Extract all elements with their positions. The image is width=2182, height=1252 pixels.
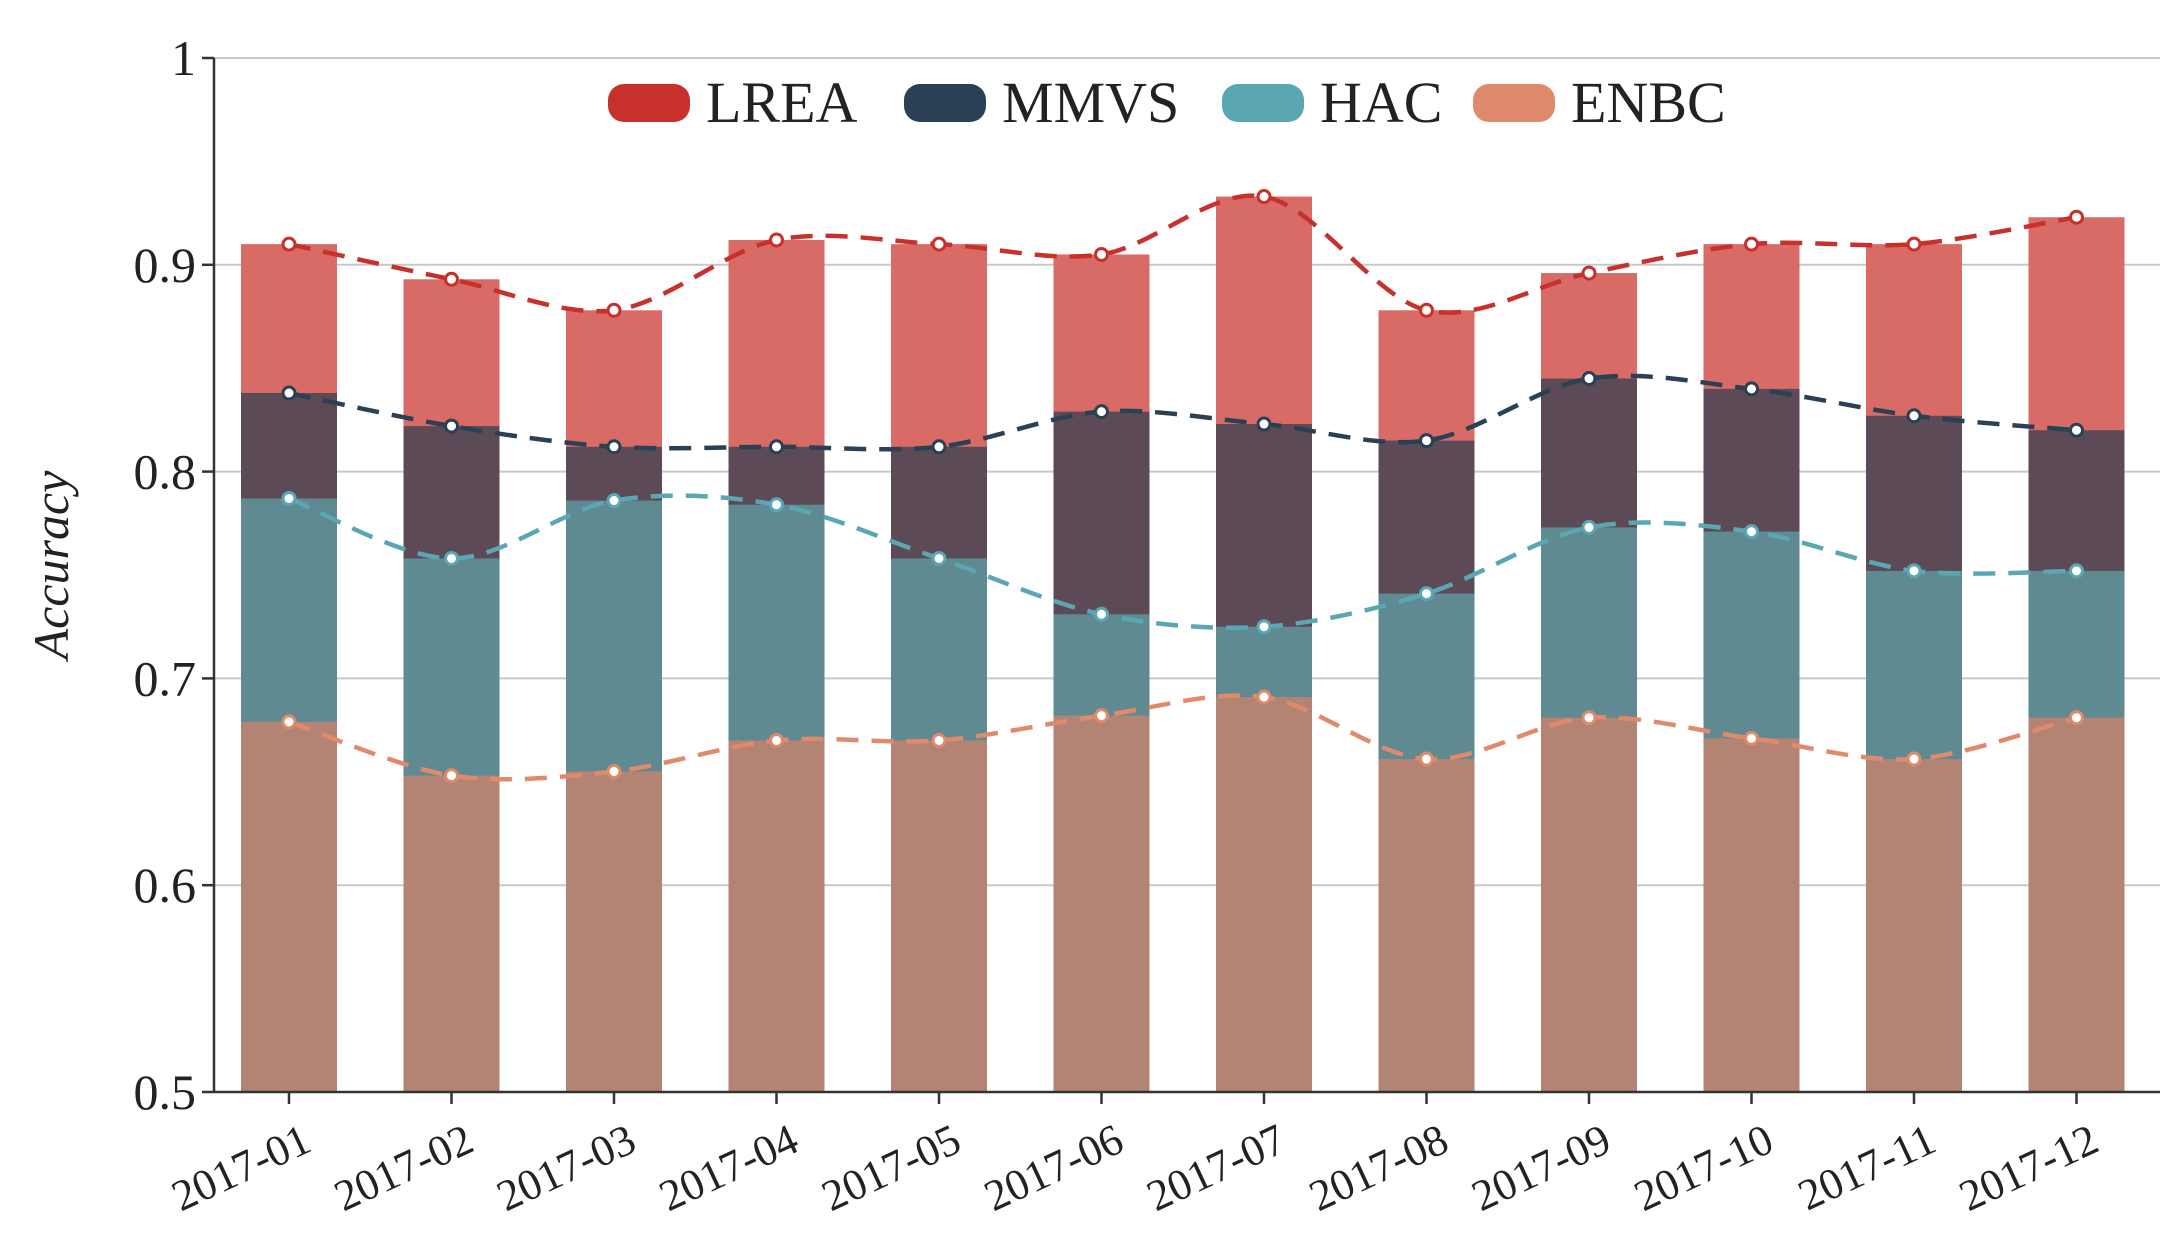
point-enbc — [1256, 689, 1272, 705]
point-enbc — [1581, 710, 1597, 726]
point-lrea — [281, 236, 297, 252]
point-hac — [1906, 563, 1922, 579]
bar-enbc — [1703, 738, 1800, 1092]
legend-swatch-mmvs — [904, 84, 986, 122]
point-enbc — [281, 714, 297, 730]
point-lrea — [1419, 302, 1434, 318]
point-mmvs — [1581, 371, 1597, 387]
bar-enbc — [1866, 759, 1962, 1092]
y-tick-label: 0.6 — [134, 857, 197, 913]
x-tick-label: 2017-01 — [164, 1115, 318, 1221]
point-mmvs — [1419, 433, 1434, 449]
point-hac — [444, 550, 459, 566]
point-hac — [1744, 524, 1759, 540]
x-tick-label: 2017-12 — [1952, 1115, 2106, 1221]
point-hac — [606, 493, 622, 509]
point-mmvs — [769, 439, 784, 455]
y-tick-label: 1 — [171, 30, 196, 86]
point-lrea — [1256, 189, 1272, 205]
x-tick-label: 2017-02 — [327, 1115, 481, 1221]
point-mmvs — [1256, 416, 1272, 432]
bar-enbc — [1378, 759, 1475, 1092]
x-tick-label: 2017-06 — [977, 1115, 1131, 1221]
bar-enbc — [1541, 717, 1637, 1092]
y-tick-label: 0.7 — [134, 650, 197, 706]
y-axis-title: Accuracy — [23, 470, 79, 663]
y-tick-label: 0.5 — [134, 1064, 197, 1120]
point-lrea — [1744, 236, 1759, 252]
point-mmvs — [281, 385, 297, 401]
legend-swatch-enbc — [1473, 84, 1555, 122]
legend: LREA MMVS HAC ENBC — [608, 70, 1726, 135]
bar-enbc — [891, 740, 987, 1092]
bar-enbc — [2028, 717, 2125, 1092]
point-lrea — [2069, 209, 2084, 225]
bar-enbc — [1216, 697, 1312, 1092]
point-enbc — [1094, 708, 1109, 724]
point-enbc — [769, 732, 784, 748]
legend-label-hac: HAC — [1320, 70, 1442, 135]
x-tick-label: 2017-09 — [1464, 1115, 1618, 1221]
series-lines — [281, 189, 2084, 784]
point-enbc — [2069, 710, 2084, 726]
point-enbc — [606, 763, 622, 779]
point-mmvs — [606, 439, 622, 455]
series-line-mmvs — [288, 373, 2077, 452]
point-hac — [1256, 619, 1272, 635]
point-mmvs — [444, 418, 459, 434]
legend-label-enbc: ENBC — [1571, 70, 1726, 135]
x-tick-label: 2017-10 — [1627, 1115, 1781, 1221]
point-hac — [281, 490, 297, 506]
point-hac — [1094, 606, 1109, 622]
point-mmvs — [1906, 408, 1922, 424]
bar-enbc — [1053, 715, 1150, 1092]
point-hac — [1419, 586, 1434, 602]
point-hac — [2069, 563, 2084, 579]
point-mmvs — [1094, 404, 1109, 420]
x-tick-label: 2017-05 — [814, 1115, 968, 1221]
legend-label-lrea: LREA — [706, 70, 858, 135]
point-lrea — [1906, 236, 1922, 252]
point-enbc — [1744, 730, 1759, 746]
point-lrea — [1094, 246, 1109, 262]
point-mmvs — [931, 439, 947, 455]
point-enbc — [931, 732, 947, 748]
point-mmvs — [2069, 422, 2084, 438]
bar-enbc — [728, 740, 825, 1092]
series-line-lrea — [288, 193, 2077, 315]
series-line-enbc — [288, 693, 2078, 782]
y-tick-label: 0.9 — [134, 237, 197, 293]
x-tick-label: 2017-07 — [1139, 1115, 1293, 1221]
point-lrea — [769, 232, 784, 248]
bars — [241, 196, 2125, 1093]
point-hac — [1581, 519, 1597, 535]
point-lrea — [931, 236, 947, 252]
point-mmvs — [1744, 381, 1759, 397]
point-enbc — [1906, 751, 1922, 767]
legend-swatch-hac — [1222, 84, 1304, 122]
x-tick-label: 2017-11 — [1791, 1115, 1943, 1221]
grid-lines — [214, 57, 2160, 887]
point-enbc — [1419, 751, 1434, 767]
point-enbc — [444, 768, 459, 784]
legend-swatch-lrea — [608, 84, 690, 122]
x-tick-label: 2017-04 — [652, 1115, 806, 1221]
bar-enbc — [566, 771, 662, 1092]
point-lrea — [444, 271, 459, 287]
point-hac — [931, 550, 947, 566]
legend-label-mmvs: MMVS — [1002, 70, 1179, 135]
y-tick-label: 0.8 — [134, 444, 197, 500]
point-lrea — [606, 302, 622, 318]
point-lrea — [1581, 265, 1597, 281]
bar-enbc — [403, 775, 500, 1092]
point-hac — [769, 497, 784, 513]
bar-enbc — [241, 721, 337, 1092]
x-tick-label: 2017-08 — [1302, 1115, 1456, 1221]
x-tick-label: 2017-03 — [489, 1115, 643, 1221]
series-line-hac — [288, 493, 2077, 630]
